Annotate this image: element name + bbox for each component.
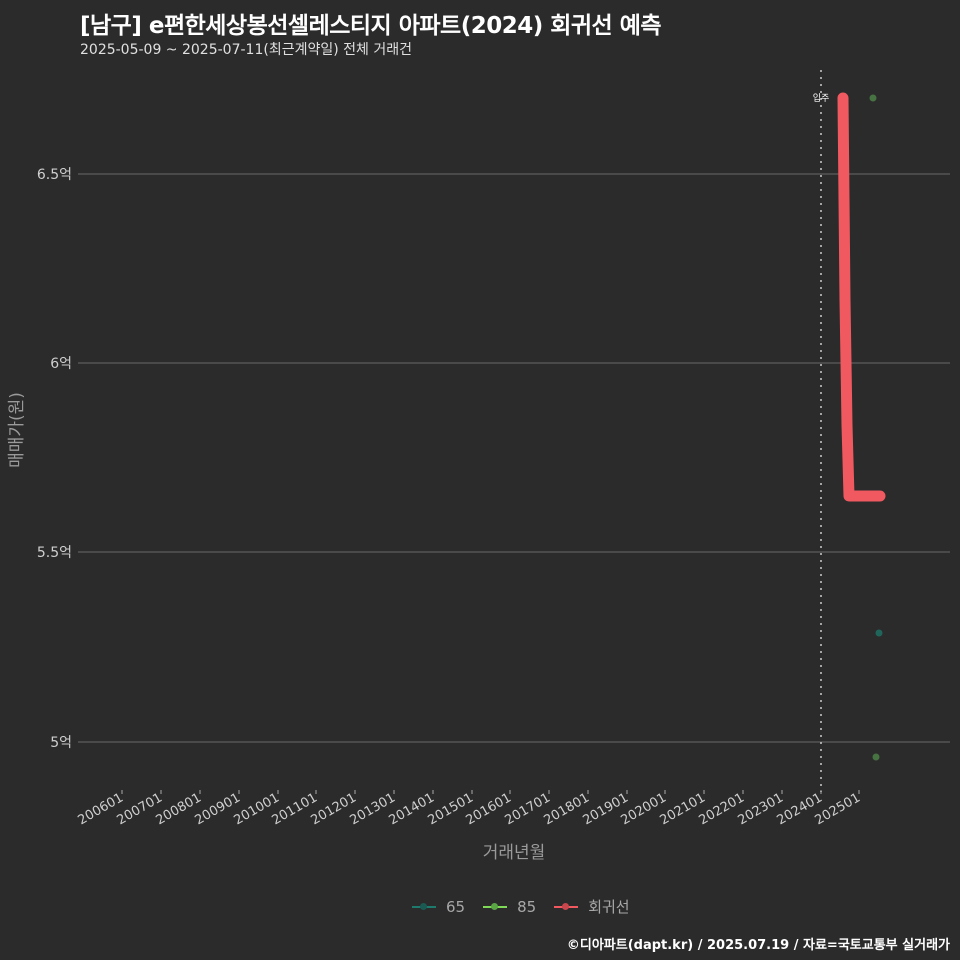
chart-title: [남구] e편한세상봉선셀레스티지 아파트(2024) 회귀선 예측 [80, 13, 662, 39]
data-point-65 [875, 629, 883, 637]
chart-subtitle: 2025-05-09 ~ 2025-07-11(최근계약일) 전체 거래건 [80, 42, 412, 58]
legend-label: 85 [517, 897, 537, 916]
x-axis-labels: 200601 200701 200801 200901 201001 20110… [76, 790, 863, 828]
y-tick-label: 5억 [50, 735, 72, 751]
legend-label: 회귀선 [588, 898, 630, 916]
move-in-label: 입주 [813, 92, 830, 104]
source-caption: ©디아파트(dapt.kr) / 2025.07.19 / 자료=국토교통부 실… [566, 938, 950, 953]
y-tick-label: 5.5억 [37, 545, 72, 561]
legend-key-icon [481, 901, 509, 913]
x-axis-ticks [121, 790, 860, 794]
legend-item-65: 65 [410, 898, 465, 916]
y-gridlines [78, 173, 950, 743]
legend-key-icon [410, 901, 438, 913]
legend-key-icon [552, 901, 580, 913]
regression-line [837, 92, 886, 502]
y-axis-title: 매매가(원) [7, 392, 27, 468]
legend: 65 85 회귀선 [410, 896, 636, 917]
legend-item-regression: 회귀선 [552, 896, 630, 917]
legend-item-85: 85 [481, 898, 536, 916]
y-tick-label: 6.5억 [37, 167, 72, 183]
x-axis-title: 거래년월 [483, 843, 546, 863]
legend-label: 65 [446, 897, 466, 916]
y-tick-label: 6억 [50, 356, 72, 372]
data-point-85 [872, 753, 880, 761]
y-axis-labels: 6.5억 6억 5.5억 5억 [37, 167, 72, 751]
data-point-85 [869, 94, 877, 102]
